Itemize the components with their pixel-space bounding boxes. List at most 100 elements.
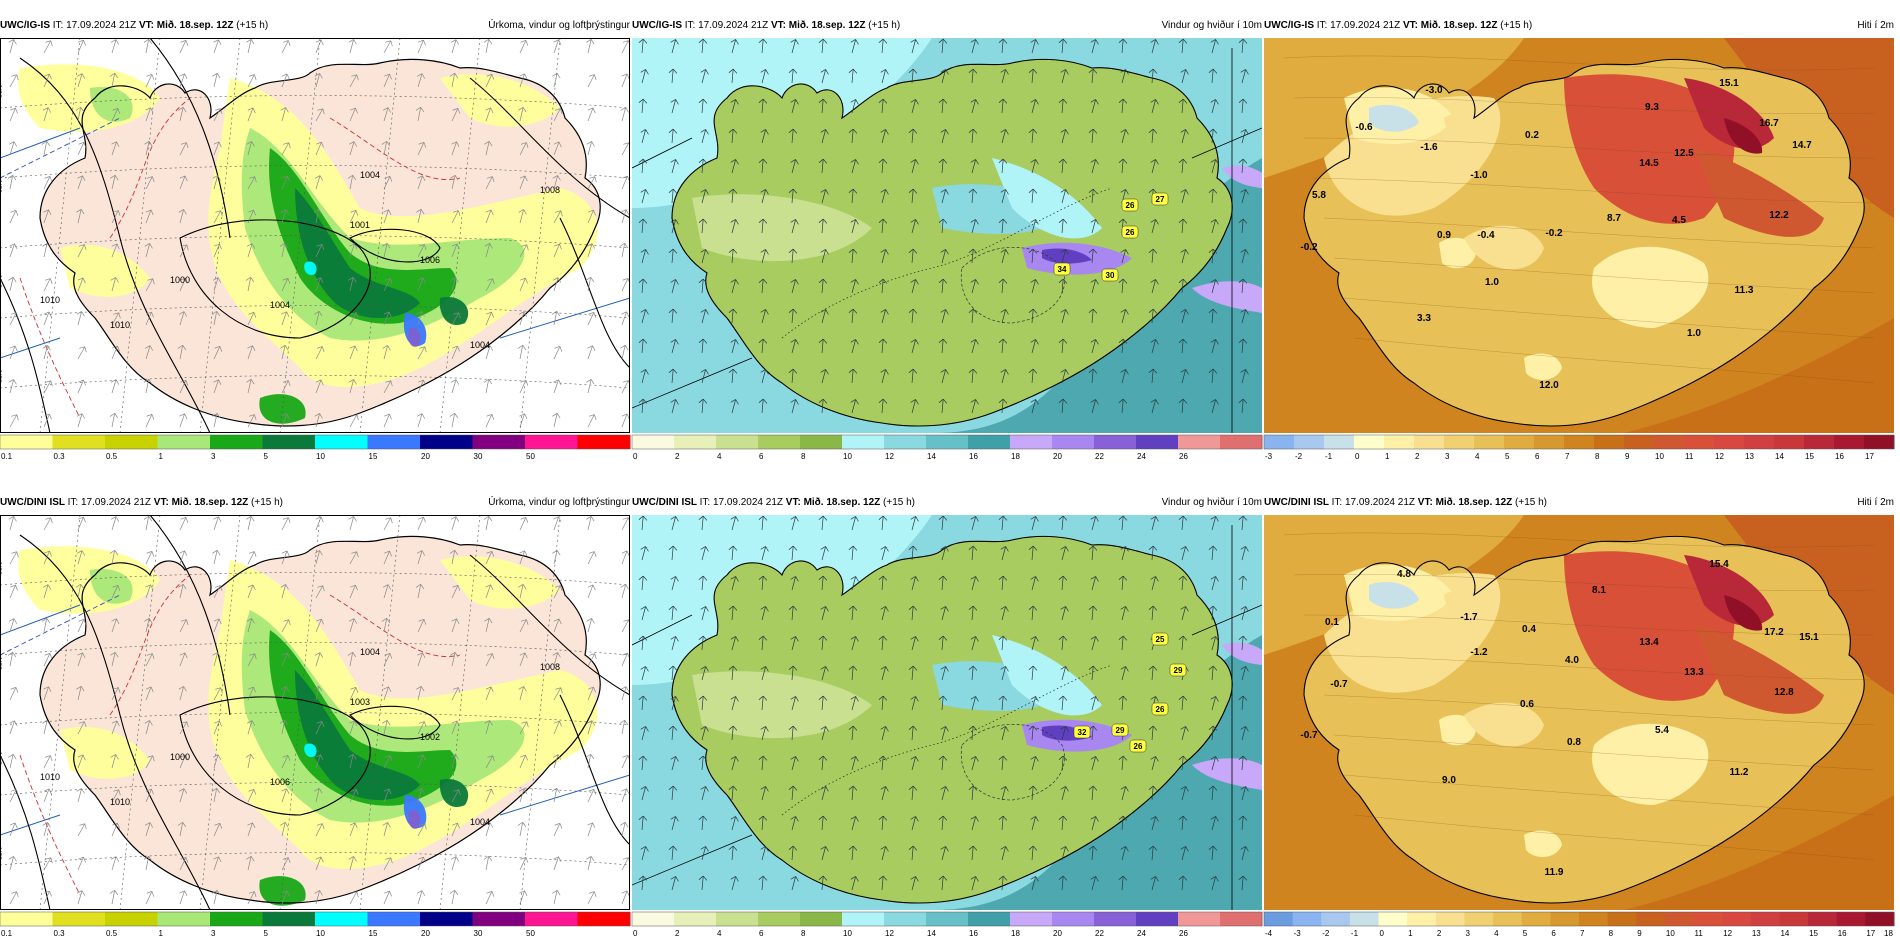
colorbar-tick: 0 (633, 929, 638, 938)
colorbar-swatch (52, 912, 106, 926)
lead-time: (+15 h) (1515, 497, 1548, 508)
colorbar-swatch (1321, 912, 1351, 926)
colorbar-swatch (1579, 912, 1609, 926)
colorbar-tick: 15 (1809, 929, 1818, 938)
colorbar-swatch (1407, 912, 1437, 926)
colorbar-swatch (758, 435, 801, 449)
temperature-value: 16.7 (1759, 118, 1779, 129)
colorbar-tick: 0.3 (54, 452, 66, 461)
colorbar-swatch (1136, 912, 1179, 926)
colorbar-tick: -3 (1294, 929, 1302, 938)
lead-time: (+15 h) (251, 497, 284, 508)
colorbar-swatch (1684, 435, 1715, 449)
temperature-value: 12.0 (1539, 380, 1559, 391)
model-name: UWC/IG-IS (1264, 20, 1317, 31)
gust-label: 30 (1101, 268, 1119, 282)
colorbar-tick: 4 (1494, 929, 1499, 938)
panel-title: Hiti í 2m (1857, 20, 1894, 31)
colorbar-tick: -3 (1265, 452, 1273, 461)
colorbar-tick: 10 (843, 929, 852, 938)
isobar-label: 1000 (170, 752, 190, 762)
colorbar-tick: 15 (369, 929, 378, 938)
colorbar-tick: 4 (717, 929, 722, 938)
colorbar-tick: 2 (1437, 929, 1442, 938)
panel-title: Vindur og hviður í 10m (1161, 20, 1262, 31)
panel-header: UWC/IG-IS IT: 17.09.2024 21Z VT: Mið. 18… (0, 18, 630, 34)
colorbar-swatch (420, 435, 473, 449)
init-time-label: IT: (699, 497, 713, 508)
colorbar-swatch (884, 912, 927, 926)
temperature-value: -3.0 (1425, 85, 1443, 96)
panel-title: Vindur og hviður í 10m (1161, 497, 1262, 508)
colorbar-swatch (1010, 912, 1053, 926)
valid-time-label: VT: (1402, 20, 1421, 31)
colorbar-swatch (674, 912, 717, 926)
temperature-value: 0.2 (1525, 130, 1539, 141)
map-canvas[interactable]: -3.0 15.1 -0.6 9.3 16.7 0.2 -1.6 14.7 14.5 12.5 5.… (1264, 38, 1894, 433)
colorbar-tick: 3 (211, 929, 216, 938)
isobar-label: 1010 (40, 772, 60, 782)
map-canvas[interactable]: 26 27 26 34 30 (632, 38, 1262, 433)
map-canvas[interactable]: 4.8 15.4 8.1 0.1 -1.7 0.4 17.2 15.1 13.4 -1.2 4.0 1… (1264, 515, 1894, 910)
map-canvas[interactable]: 1003 1004 1000 1002 1006 1008 1010 1004 1010 66N 6… (0, 515, 630, 910)
colorbar-tick: 14 (927, 452, 936, 461)
svg-text:32: 32 (1078, 728, 1087, 737)
temperature-value: 1.0 (1485, 277, 1499, 288)
init-time: 17.09.2024 21Z (1330, 20, 1403, 31)
map-canvas[interactable]: 25 29 26 32 29 26 (632, 515, 1262, 910)
colorbar-swatch (1264, 435, 1295, 449)
isobar-label: 1001 (350, 220, 370, 230)
latitude-label: 66N (0, 85, 4, 98)
colorbar-tick: 20 (1053, 929, 1062, 938)
valid-time: Mið. 18.sep. 12Z (1435, 497, 1516, 508)
colorbar-tick: 8 (801, 929, 806, 938)
temperature-value: 3.3 (1417, 313, 1431, 324)
map-panel: UWC/DINI ISL IT: 17.09.2024 21Z VT: Mið.… (0, 495, 631, 938)
colorbar-swatch (968, 435, 1011, 449)
colorbar-tick: 20 (1053, 452, 1062, 461)
temperature-value: 13.4 (1639, 637, 1659, 648)
temperature-value: 11.2 (1730, 767, 1749, 778)
colorbar-swatch (52, 435, 106, 449)
panel-title: Úrkoma, vindur og loftþrýstingur (488, 20, 630, 31)
isobar-label: 1010 (110, 320, 130, 330)
colorbar-tick: 30 (474, 929, 483, 938)
colorbar-swatch (1294, 435, 1325, 449)
colorbar-tick: 10 (316, 929, 325, 938)
svg-text:26: 26 (1126, 201, 1135, 210)
colorbar-swatch (1292, 912, 1322, 926)
colorbar-tick: 2 (1415, 452, 1420, 461)
map-canvas[interactable]: 1001 1004 1000 1006 1004 1008 1010 1004 1010 66N 6… (0, 38, 630, 433)
temperature-value: 15.1 (1719, 78, 1739, 89)
temperature-value: 15.1 (1799, 632, 1819, 643)
colorbar-tick: 2 (675, 929, 680, 938)
gust-label: 32 (1073, 725, 1091, 739)
isobar-label: 1010 (40, 295, 60, 305)
colorbar-tick: 16 (969, 452, 978, 461)
colorbar-swatch (842, 435, 885, 449)
gust-label: 26 (1151, 702, 1169, 716)
isobar-label: 1004 (270, 300, 290, 310)
colorbar-tick: 13 (1752, 929, 1761, 938)
model-name: UWC/DINI ISL (1264, 497, 1332, 508)
colorbar-swatch (1378, 912, 1408, 926)
colorbar-swatch (1474, 435, 1505, 449)
colorbar-swatch (262, 435, 316, 449)
valid-time: Mið. 18.sep. 12Z (803, 497, 884, 508)
colorbar-tick: 12 (1715, 452, 1724, 461)
temperature-value: -0.4 (1477, 230, 1495, 241)
colorbar-swatch (1693, 912, 1723, 926)
colorbar-swatch (1094, 435, 1137, 449)
colorbar-swatch (1834, 435, 1865, 449)
colorbar-swatch (262, 912, 316, 926)
colorbar-swatch (632, 435, 675, 449)
map-panel: UWC/IG-IS IT: 17.09.2024 21Z VT: Mið. 18… (1263, 18, 1895, 461)
isobar-label: 1004 (470, 340, 490, 350)
colorbar-swatch (1220, 912, 1263, 926)
colorbar-tick: -1 (1351, 929, 1359, 938)
init-time: 17.09.2024 21Z (698, 20, 771, 31)
isobar-label: 1004 (360, 647, 380, 657)
colorbar-tick: 1 (159, 452, 164, 461)
panel-header: UWC/DINI ISL IT: 17.09.2024 21Z VT: Mið.… (1264, 495, 1894, 511)
map-panel: UWC/DINI ISL IT: 17.09.2024 21Z VT: Mið.… (1263, 495, 1895, 938)
